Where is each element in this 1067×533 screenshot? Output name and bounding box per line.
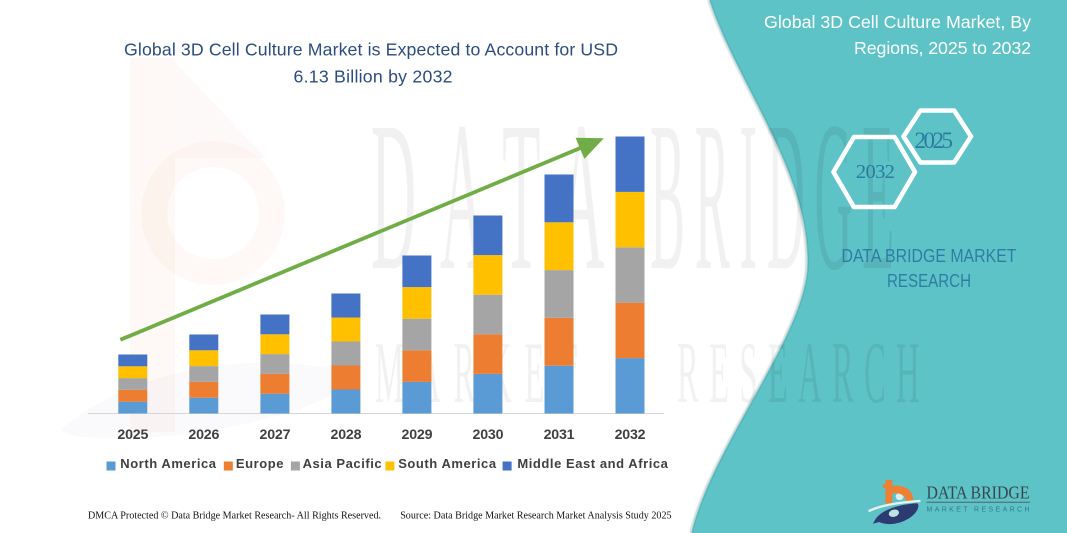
svg-text:DATA BRIDGE MARKET: DATA BRIDGE MARKET <box>842 245 1017 266</box>
svg-text:Middle East and Africa: Middle East and Africa <box>517 456 668 471</box>
svg-text:6.13 Billion by 2032: 6.13 Billion by 2032 <box>294 67 453 87</box>
svg-text:Regions, 2025 to 2032: Regions, 2025 to 2032 <box>854 38 1031 58</box>
svg-text:MARKET RESEARCH: MARKET RESEARCH <box>927 507 1030 514</box>
svg-text:DMCA Protected © Data Bridge M: DMCA Protected © Data Bridge Market Rese… <box>88 511 381 522</box>
svg-text:Global 3D Cell Culture Market: Global 3D Cell Culture Market is Expecte… <box>124 40 618 60</box>
svg-text:2026: 2026 <box>188 427 219 443</box>
svg-text:RESEARCH: RESEARCH <box>887 270 971 291</box>
svg-text:2025: 2025 <box>117 427 148 443</box>
svg-text:North America: North America <box>120 456 216 471</box>
svg-text:DATA BRIDGE: DATA BRIDGE <box>927 482 1030 502</box>
svg-text:Source: Data Bridge Market Res: Source: Data Bridge Market Research Mark… <box>400 511 671 522</box>
svg-text:Asia Pacific: Asia Pacific <box>303 456 383 471</box>
svg-text:Europe: Europe <box>236 456 284 471</box>
svg-text:2030: 2030 <box>473 427 504 443</box>
svg-text:South America: South America <box>398 456 497 471</box>
svg-text:2025: 2025 <box>915 128 954 153</box>
svg-text:2032: 2032 <box>615 427 646 443</box>
svg-text:Global 3D Cell Culture Market,: Global 3D Cell Culture Market, By <box>764 12 1031 32</box>
svg-text:2028: 2028 <box>331 427 362 443</box>
svg-text:2027: 2027 <box>260 427 291 443</box>
svg-text:2032: 2032 <box>856 161 895 183</box>
svg-text:2029: 2029 <box>402 427 433 443</box>
svg-text:2031: 2031 <box>544 427 575 443</box>
